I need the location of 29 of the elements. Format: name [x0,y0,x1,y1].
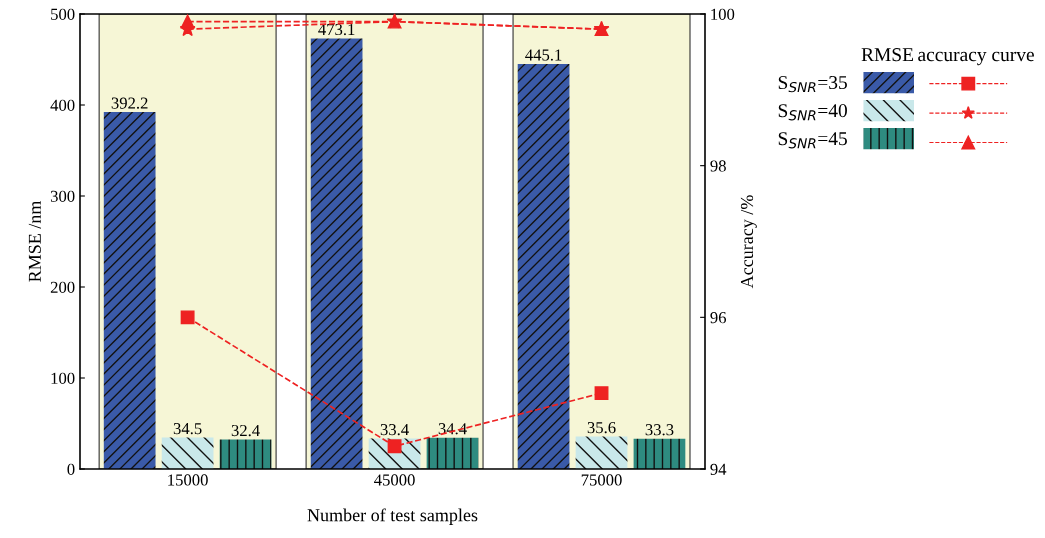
y2-tick-label: 100 [711,8,735,20]
y2-tick-label: 94 [710,463,727,475]
y-tick-label: 200 [50,281,75,293]
legend-label: S$_{SNR}$=35 [778,76,847,93]
x-tick-label: 45000 [374,474,415,486]
legend-label: S$_{SNR}$=40 [778,104,847,121]
y-tick-label: 500 [51,8,75,20]
y-tick-label: 100 [51,372,75,384]
legend-title: RMSE [861,48,914,62]
data-label: 473.1 [318,23,355,36]
y-tick-label: 400 [50,99,75,111]
x-tick-label: 75000 [581,474,622,486]
data-label: 32.4 [231,424,260,437]
data-label: 34.5 [173,423,202,435]
data-label: 33.4 [380,424,409,436]
text: accuracy curve [918,51,1034,66]
y-tick-label: 300 [50,190,75,202]
data-label: 35.6 [587,422,616,434]
y2-tick-label: 98 [710,160,726,172]
data-label: 445.1 [525,49,562,61]
y-axis-title: RMSE /nm [28,200,41,282]
data-label: 33.3 [645,424,674,436]
x-tick-label: 15000 [168,474,208,486]
y2-axis-title: Accuracy /% [740,195,757,289]
data-label: 392.2 [111,97,148,109]
legend-label: S$_{SNR}$=45 [778,132,847,149]
x-axis-title: Number of test samples [307,508,478,525]
y2-tick-label: 96 [710,312,727,324]
y-tick-label: 0 [67,463,75,475]
